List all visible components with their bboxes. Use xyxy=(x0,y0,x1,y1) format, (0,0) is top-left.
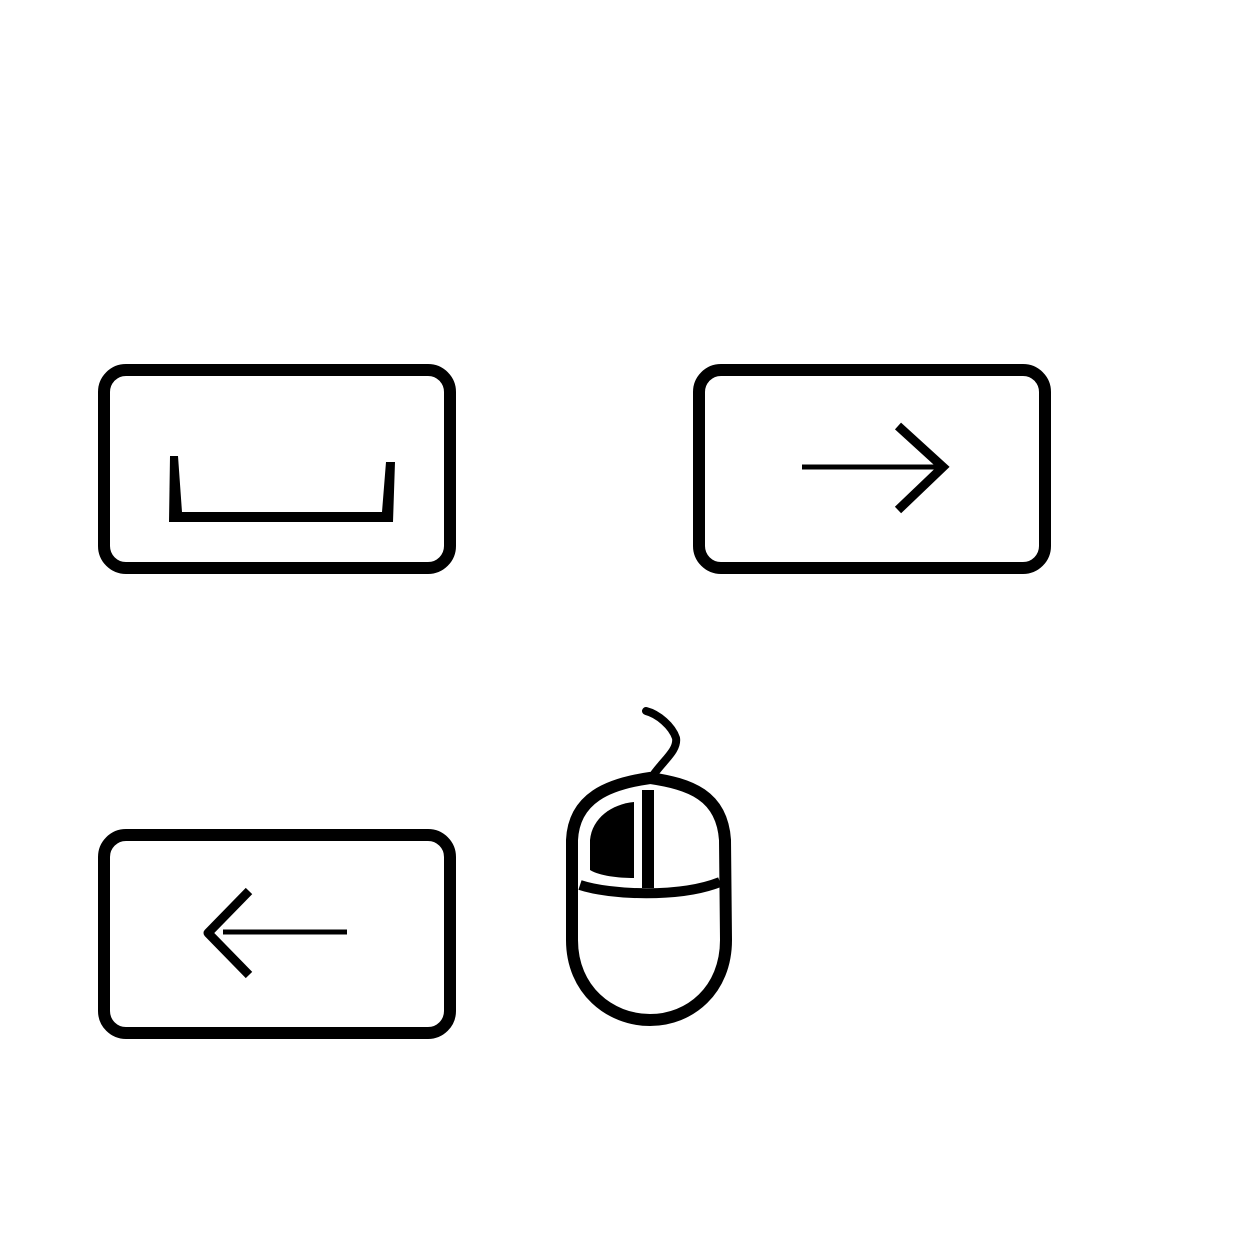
arrow-right-icon xyxy=(802,422,950,514)
arrow-left-icon xyxy=(203,887,347,979)
mouse-left-click-icon xyxy=(566,707,733,1027)
space-bar-icon xyxy=(169,456,395,522)
left-arrow-key xyxy=(98,829,456,1039)
mouse xyxy=(550,700,750,1040)
right-arrow-key xyxy=(693,364,1051,574)
space-key xyxy=(98,364,456,574)
